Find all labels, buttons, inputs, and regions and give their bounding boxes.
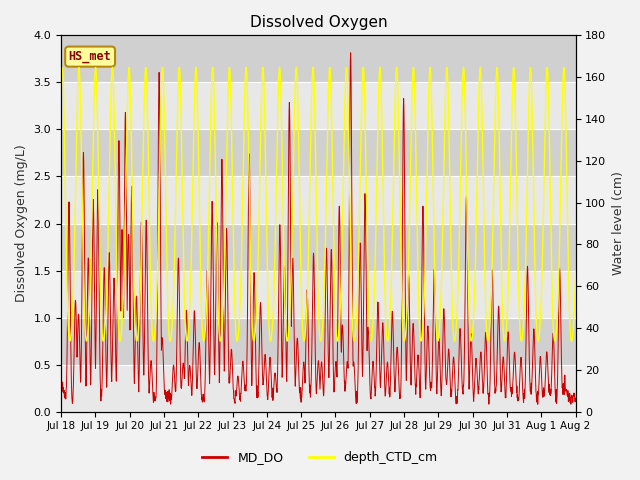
- Bar: [61, 83, 575, 130]
- Legend: MD_DO, depth_CTD_cm: MD_DO, depth_CTD_cm: [197, 446, 443, 469]
- Bar: [61, 130, 575, 177]
- Bar: [61, 36, 575, 83]
- Bar: [61, 271, 575, 318]
- Y-axis label: Water level (cm): Water level (cm): [612, 171, 625, 276]
- Bar: [61, 365, 575, 412]
- Bar: [61, 177, 575, 224]
- Text: HS_met: HS_met: [68, 50, 111, 63]
- Bar: [61, 224, 575, 271]
- Y-axis label: Dissolved Oxygen (mg/L): Dissolved Oxygen (mg/L): [15, 144, 28, 302]
- Title: Dissolved Oxygen: Dissolved Oxygen: [250, 15, 387, 30]
- Bar: [61, 318, 575, 365]
